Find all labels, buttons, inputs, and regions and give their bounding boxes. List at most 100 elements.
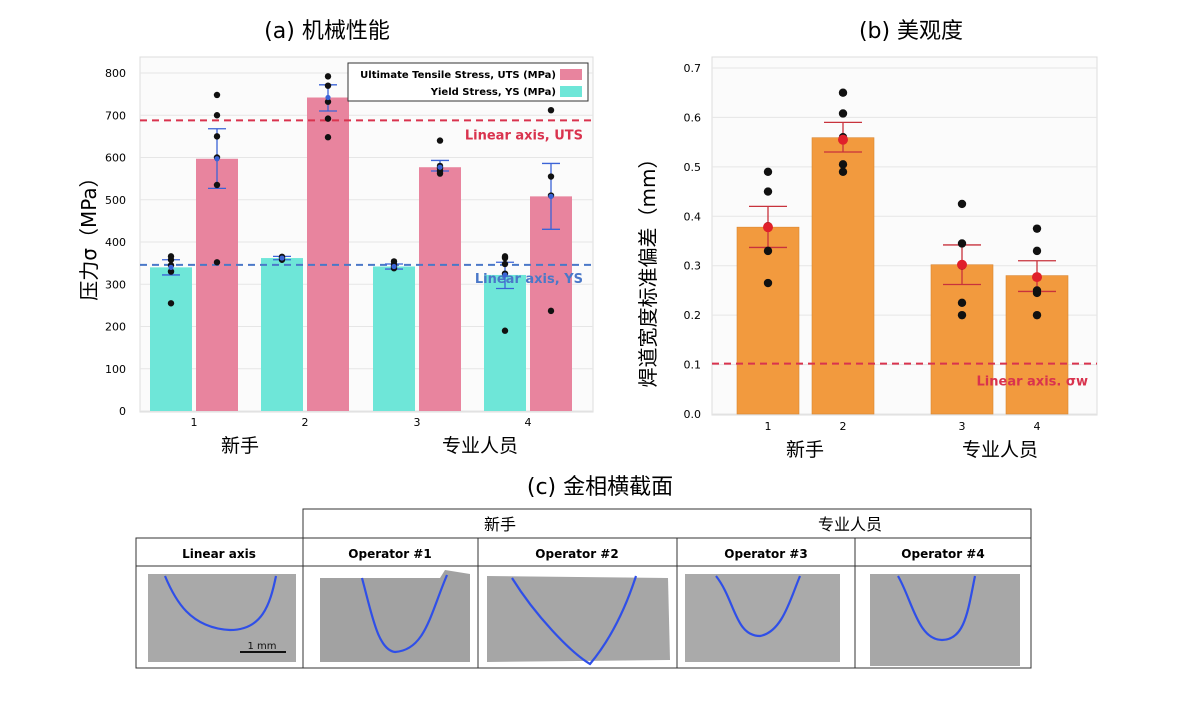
micrograph-linear-axis: 1 mm: [148, 574, 296, 662]
chart-a-legend: Ultimate Tensile Stress, UTS (MPa) Yield…: [347, 62, 589, 102]
chart-a-mean-point: [391, 263, 397, 270]
chart-a-bar: [261, 258, 303, 411]
chart-b-mean-point: [1032, 272, 1042, 283]
cross-section-expert-header: 专业人员: [818, 515, 882, 534]
chart-b-data-point: [838, 160, 848, 169]
chart-a-ytick-label: 700: [105, 109, 126, 122]
chart-a-xtick-label: 1: [191, 416, 198, 429]
chart-a-legend-uts: Ultimate Tensile Stress, UTS (MPa): [360, 70, 556, 81]
chart-b-xtick-label: 3: [959, 420, 966, 433]
chart-a-data-point: [167, 253, 175, 260]
chart-b-group-expert: 专业人员: [962, 439, 1038, 461]
chart-a-points: [167, 73, 555, 334]
chart-a-data-point: [167, 268, 175, 275]
chart-b-data-point: [1032, 224, 1042, 233]
chart-a-data-point: [501, 327, 509, 334]
col-header-operator-1: Operator #1: [348, 547, 431, 561]
chart-a-ytick-label: 800: [105, 67, 126, 80]
chart-b-data-point: [1032, 286, 1042, 295]
chart-a-x-axis: 1 2 3 4: [191, 416, 532, 429]
chart-a-legend-ys: Yield Stress, YS (MPa): [430, 87, 556, 98]
chart-a-ytick-label: 100: [105, 363, 126, 376]
weld-bead-outline: [360, 574, 449, 654]
chart-a-data-point: [324, 134, 332, 141]
col-header-operator-3: Operator #3: [724, 547, 807, 561]
chart-a-bar: [530, 196, 572, 411]
chart-a-legend-uts-swatch: [560, 69, 582, 80]
chart-b-mean-point: [838, 134, 848, 145]
chart-b-ytick-label: 0.0: [684, 408, 702, 421]
chart-a-bar: [484, 274, 526, 411]
chart-b-ytick-label: 0.1: [684, 359, 702, 372]
chart-a-bar: [373, 266, 415, 411]
cross-section-title: (c) 金相横截面: [527, 475, 673, 500]
chart-a-data-point: [213, 112, 221, 119]
chart-b-ytick-label: 0.5: [684, 161, 702, 174]
chart-b-ytick-label: 0.2: [684, 309, 702, 322]
chart-a-ytick-label: 400: [105, 236, 126, 249]
chart-a-mean-point: [502, 272, 508, 278]
col-header-operator-2: Operator #2: [535, 547, 618, 561]
chart-b-ytick-label: 0.6: [684, 111, 702, 124]
col-header-operator-4: Operator #4: [901, 547, 984, 561]
chart-b-xtick-label: 1: [765, 420, 772, 433]
chart-a-ytick-label: 200: [105, 321, 126, 334]
chart-b-data-point: [763, 278, 773, 288]
chart-a-y-axis: 0 100 200 300 400 500 600 700 800: [105, 67, 126, 418]
chart-a-data-point: [167, 300, 175, 307]
chart-b-bar: [811, 137, 875, 415]
micrograph-operator-3: [685, 574, 840, 662]
chart-a-bar: [196, 158, 238, 411]
chart-a-bar: [150, 267, 192, 411]
chart-a-data-point: [324, 82, 332, 89]
chart-a-reference-label: Linear axis, UTS: [465, 128, 583, 143]
chart-b-data-point: [957, 199, 967, 209]
chart-b-title: (b) 美观度: [859, 19, 963, 44]
chart-a-mean-point: [279, 255, 285, 261]
chart-b-data-point: [763, 167, 773, 176]
chart-b-data-point: [838, 167, 848, 176]
cross-section-novice-header: 新手: [484, 515, 516, 534]
weld-bead-outline: [715, 575, 802, 638]
micrograph-operator-1: [320, 570, 470, 662]
micrograph-operator-4: [870, 574, 1020, 666]
col-header-linear-axis: Linear axis: [182, 547, 256, 561]
chart-a-title: (a) 机械性能: [264, 19, 390, 44]
chart-b-data-point: [763, 187, 773, 196]
chart-a-data-point: [324, 115, 332, 122]
chart-a-xtick-label: 4: [525, 416, 532, 429]
chart-a-ytick-label: 600: [105, 152, 126, 165]
chart-a-bar: [419, 167, 461, 411]
chart-a-legend-box: [347, 62, 589, 102]
chart-b-x-axis: 1 2 3 4: [765, 420, 1041, 433]
chart-b-bars: [736, 137, 1069, 415]
chart-a-bar: [307, 97, 349, 411]
chart-b-mean-point: [957, 259, 967, 270]
chart-b-data-point: [763, 246, 773, 256]
chart-b-data-point: [838, 109, 848, 118]
micrograph-operator-2: [487, 575, 670, 666]
chart-a-mean-point: [168, 264, 174, 270]
chart-b-ytick-label: 0.4: [684, 210, 702, 223]
chart-b-ytick-label: 0.3: [684, 260, 702, 273]
chart-b-data-point: [957, 310, 967, 320]
chart-a-data-point: [213, 133, 221, 140]
cross-section-group-header: [302, 508, 1032, 539]
chart-a-data-point: [547, 307, 555, 315]
chart-b-data-point: [838, 88, 848, 97]
cross-section-table: 新手 专业人员 Linear axis Operator #1 Operator…: [135, 508, 1032, 669]
chart-a-data-point: [547, 106, 555, 114]
chart-a-mean-point: [325, 94, 331, 101]
chart-b-ytick-label: 0.7: [684, 62, 702, 75]
chart-b-data-point: [957, 239, 967, 248]
chart-a-xtick-label: 2: [302, 416, 309, 429]
chart-b-bar: [1005, 275, 1069, 415]
chart-b-bar: [736, 226, 800, 415]
chart-a-ytick-label: 500: [105, 194, 126, 207]
chart-a-data-point: [390, 258, 398, 265]
chart-a-ytick-label: 300: [105, 278, 126, 291]
chart-a-data-point: [547, 173, 555, 180]
chart-a-data-point: [213, 91, 221, 99]
weld-bead-outline: [897, 575, 977, 642]
